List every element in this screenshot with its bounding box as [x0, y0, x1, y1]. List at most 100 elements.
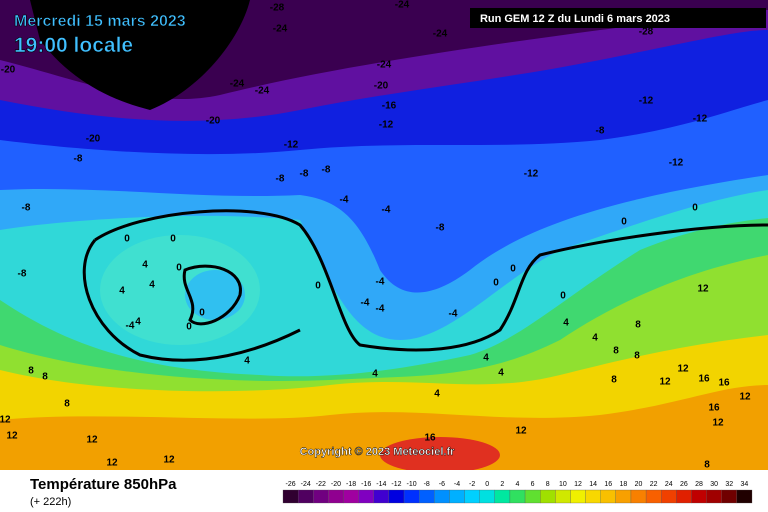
contour-label: 8	[634, 351, 640, 362]
zero-contour	[94, 209, 768, 352]
colorbar-label: 14	[589, 481, 597, 488]
colorbar-label: 2	[500, 481, 504, 488]
contour-label: -28	[639, 27, 654, 38]
time: 19:00 locale	[14, 34, 133, 57]
contour-label: -12	[379, 120, 394, 131]
contour-label: 4	[592, 333, 598, 344]
contour-label: 12	[86, 435, 98, 446]
contour-label: 12	[0, 415, 11, 426]
colorbar-swatch	[540, 489, 556, 504]
contour-label: -4	[340, 195, 349, 206]
contour-label: -4	[361, 298, 370, 309]
colorbar-label: 32	[725, 481, 733, 488]
contour-label: 12	[712, 418, 724, 429]
contour-label: -24	[273, 24, 288, 35]
contour-label: 8	[42, 372, 48, 383]
colorbar-swatch	[479, 489, 495, 504]
contour-label: 8	[635, 320, 641, 331]
colorbar-label: 24	[665, 481, 673, 488]
contour-label: 16	[424, 433, 436, 444]
colorbar-swatch	[434, 489, 450, 504]
contour-label: -12	[524, 169, 539, 180]
colorbar-label: 30	[710, 481, 718, 488]
colorbar-swatch	[328, 489, 344, 504]
contour-label: 4	[483, 353, 489, 364]
contour-label: -8	[322, 165, 331, 176]
colorbar-swatch	[313, 489, 329, 504]
contour-label: 16	[708, 403, 720, 414]
colorbar-label: -14	[376, 481, 386, 488]
contour-label: -8	[22, 203, 31, 214]
colorbar-label: -20	[331, 481, 341, 488]
contour-label: 12	[677, 364, 689, 375]
colorbar-label: -24	[301, 481, 311, 488]
contour-label: 12	[6, 431, 18, 442]
contour-label: 0	[176, 263, 182, 274]
contour-label: -8	[74, 154, 83, 165]
contour-label: 4	[149, 280, 155, 291]
contour-label: 4	[563, 318, 569, 329]
contour-label: 4	[119, 286, 125, 297]
colorbar-swatch	[297, 489, 314, 504]
contour-label: 12	[106, 458, 118, 469]
contour-label: 0	[692, 203, 698, 214]
contour-label: -4	[449, 309, 458, 320]
colorbar-label: 20	[635, 481, 643, 488]
contour-label: -12	[669, 158, 684, 169]
colorbar-label: 34	[741, 481, 749, 488]
date: Mercredi 15 mars 2023	[14, 13, 186, 30]
contour-label: -24	[433, 29, 448, 40]
contour-label: -24	[395, 0, 410, 11]
colorbar-swatch	[282, 489, 299, 504]
variable: Température 850hPa	[30, 476, 177, 493]
colorbar-label: -16	[361, 481, 371, 488]
colorbar-swatch	[524, 489, 541, 504]
contour-labels: -28 -24 -24 -24 -28 -20 -24 -24 -24 -20 -16 -20 -12 -…	[0, 0, 751, 471]
contour-label: -24	[255, 86, 270, 97]
colorbar-swatch	[721, 489, 738, 504]
land	[30, 0, 250, 110]
zero-contour	[182, 264, 242, 326]
contour-label: -8	[276, 174, 285, 185]
contour-label: -12	[284, 140, 299, 151]
contour-label: 0	[170, 234, 176, 245]
contour-label: -20	[86, 134, 101, 145]
contour-label: -24	[377, 60, 392, 71]
contour-label: 0	[621, 217, 627, 228]
contour-label: 4	[434, 389, 440, 400]
contour-label: -4	[382, 205, 391, 216]
field	[185, 270, 245, 320]
contour-label: 0	[493, 278, 499, 289]
colorbar-label: -6	[439, 481, 445, 488]
colorbar-label: 18	[620, 481, 628, 488]
colorbar-label: 16	[604, 481, 612, 488]
contour-label: -4	[376, 277, 385, 288]
colorbar-label: 10	[559, 481, 567, 488]
contour-label: -8	[596, 126, 605, 137]
colorbar-swatch	[645, 489, 662, 504]
contour-label: 8	[28, 366, 34, 377]
contour-label: -8	[436, 223, 445, 234]
colorbar-swatch	[570, 489, 586, 504]
contour-label: 0	[199, 308, 205, 319]
colorbar-label: -26	[286, 481, 296, 488]
contour-label: 0	[186, 322, 192, 333]
colorbar-swatch	[343, 489, 359, 504]
colorbar-swatch	[585, 489, 601, 504]
contour-label: 4	[142, 260, 148, 271]
colorbar-swatch	[691, 489, 707, 504]
contour-label: 12	[659, 377, 671, 388]
colorbar-swatch	[494, 489, 511, 504]
colorbar-label: -10	[407, 481, 417, 488]
contour-label: 4	[372, 369, 378, 380]
contour-label: 0	[560, 291, 566, 302]
colorbar-swatch	[600, 489, 616, 504]
colorbar-swatch	[736, 489, 753, 504]
contour-label: -28	[270, 3, 285, 14]
colorbar: -26 -24 -22 -20 -18 -16 -14 -12 -10 -8 -6 -4 -2 0 2 4 6 8…	[282, 481, 753, 504]
colorbar-swatch	[555, 489, 571, 504]
contour-label: -24	[230, 79, 245, 90]
colorbar-swatch	[419, 489, 435, 504]
contour-label: -20	[1, 65, 16, 76]
